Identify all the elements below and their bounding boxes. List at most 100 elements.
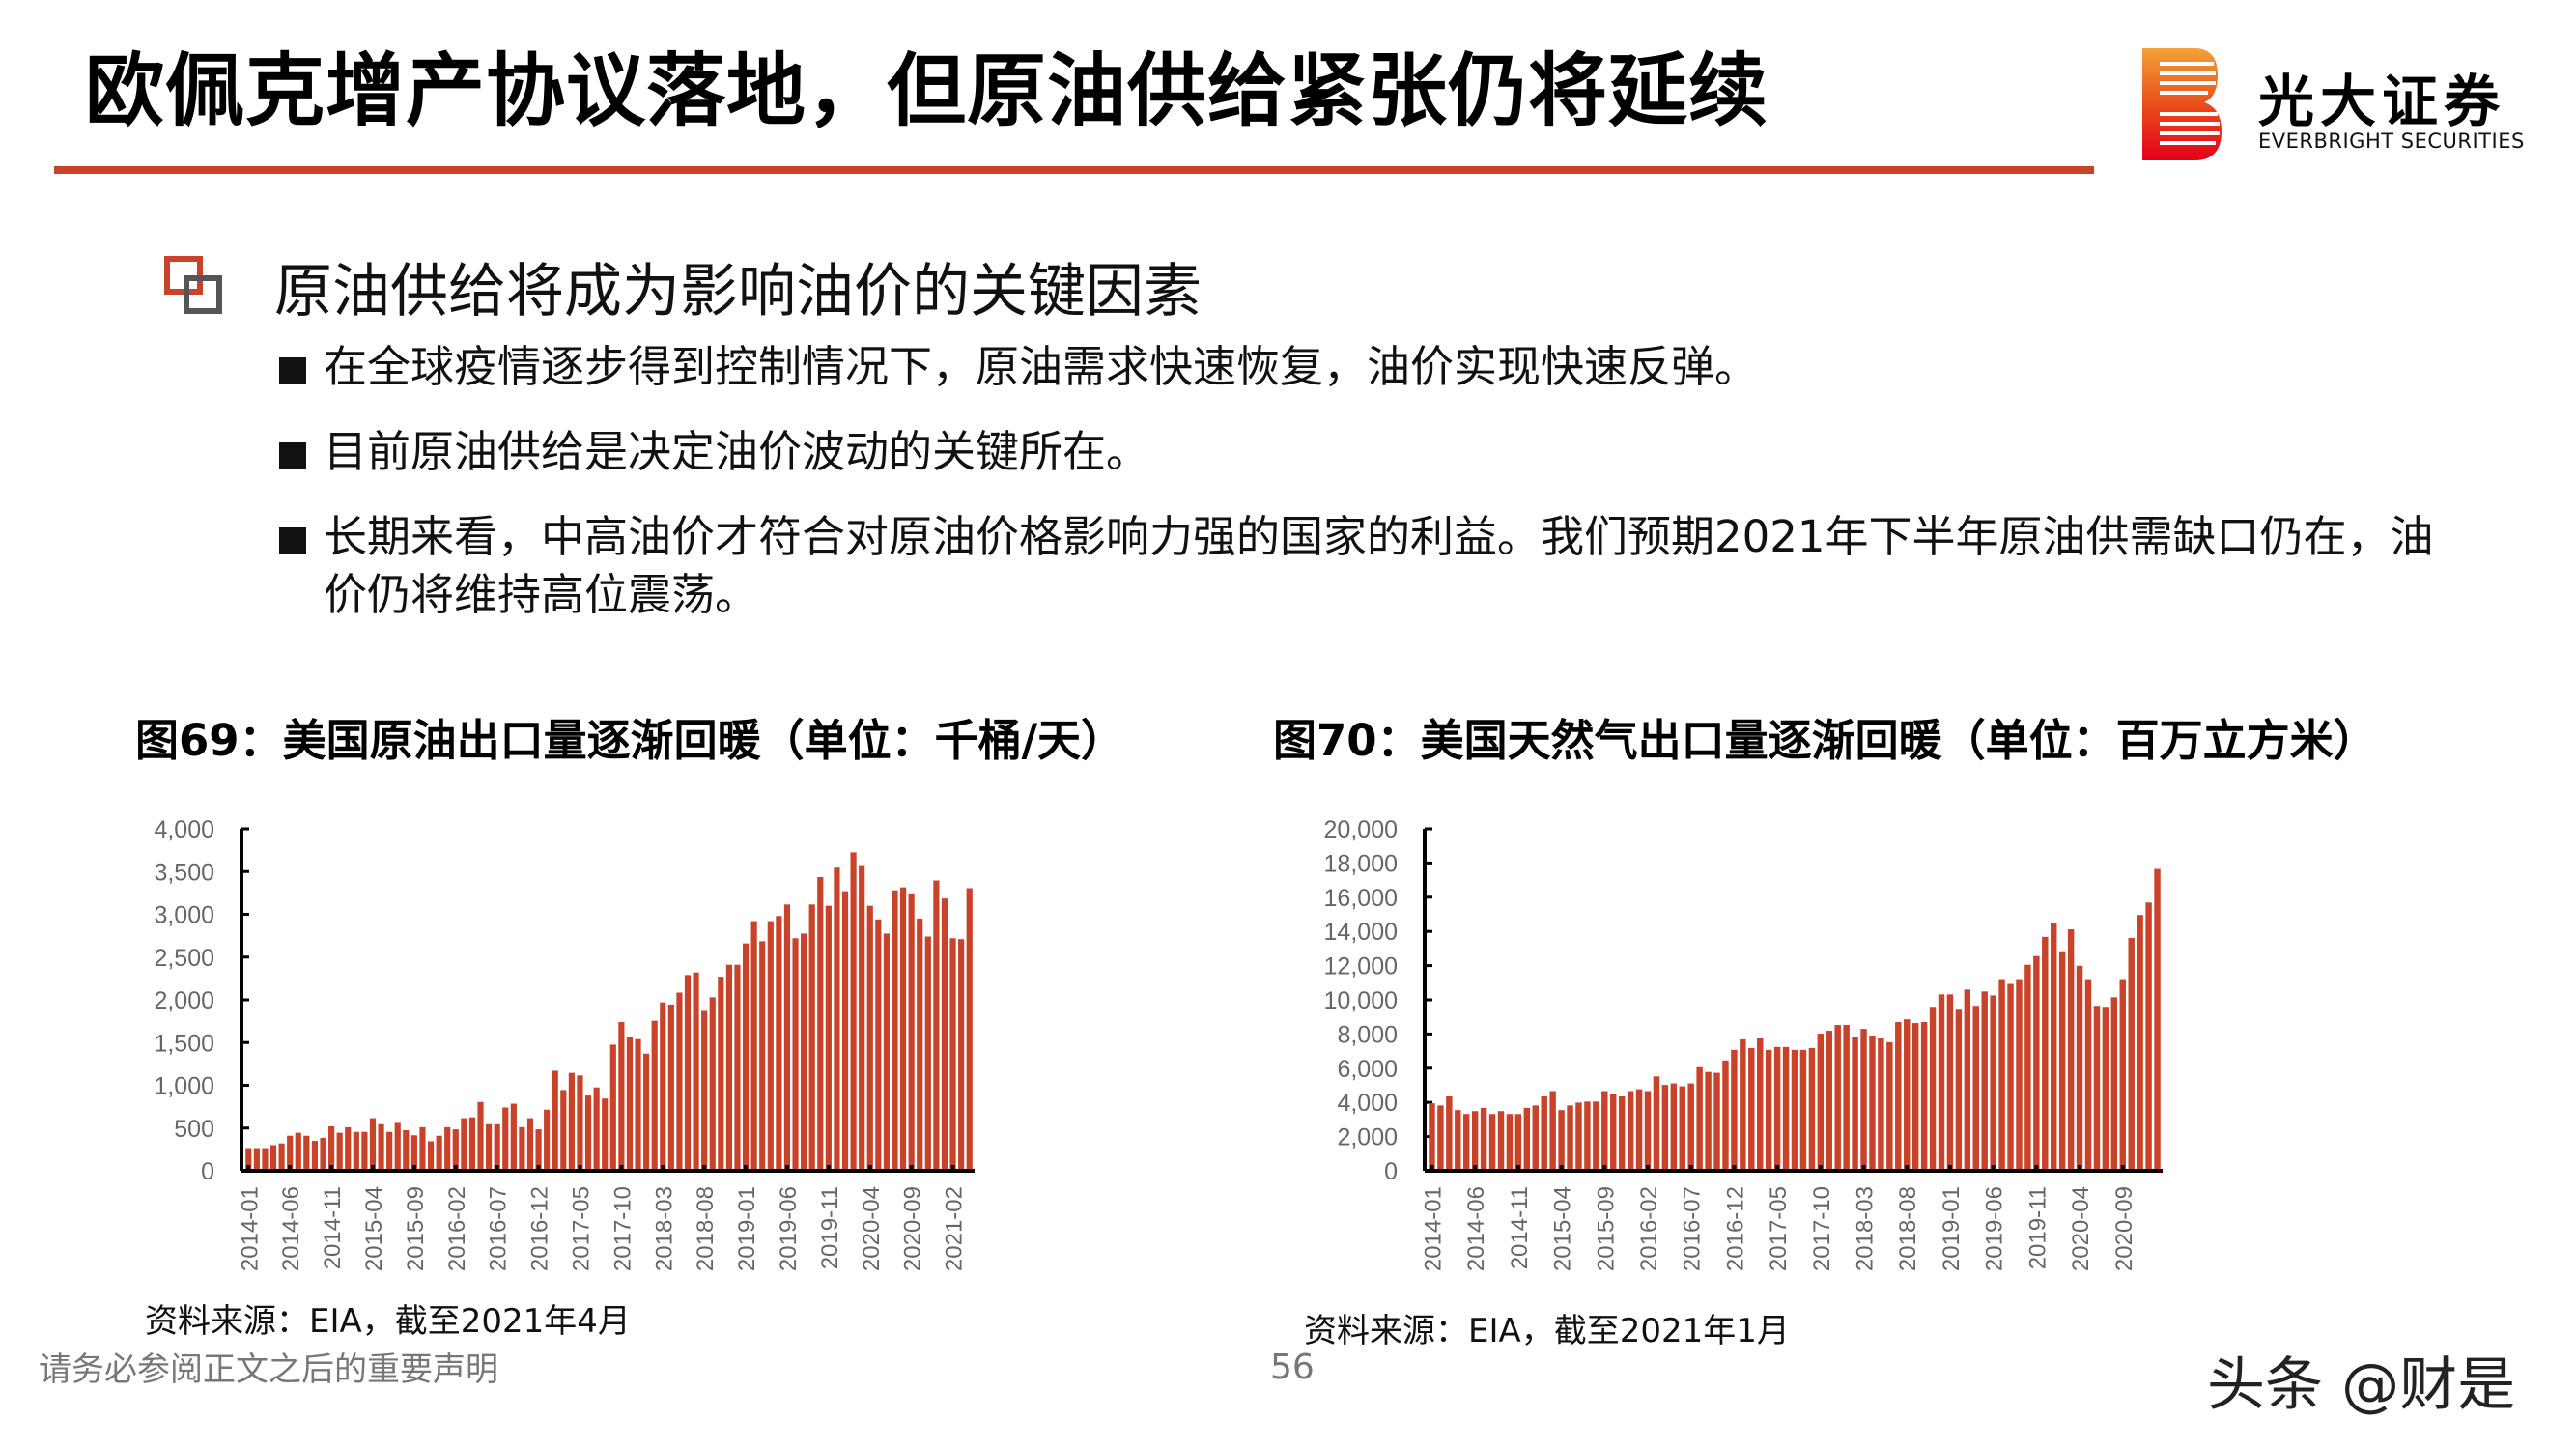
bar: [245, 1148, 252, 1171]
bar: [436, 1135, 442, 1171]
bar: [403, 1129, 410, 1171]
x-tick-label: 2019-06: [1982, 1186, 2008, 1271]
bar: [792, 938, 799, 1171]
bar: [1878, 1038, 1884, 1171]
bar: [1911, 1023, 1919, 1171]
bar: [841, 891, 849, 1171]
bar: [1687, 1083, 1694, 1171]
bar: [1635, 1089, 1643, 1171]
bar: [1765, 1049, 1772, 1171]
y-tick-label: 3,000: [154, 902, 214, 929]
y-tick-label: 0: [1384, 1158, 1398, 1185]
y-tick-label: 500: [174, 1116, 214, 1143]
bar: [908, 893, 915, 1171]
bar: [2076, 965, 2083, 1171]
x-tick-label: 2019-01: [1939, 1186, 1965, 1271]
bar: [933, 880, 940, 1171]
x-tick-label: 2017-05: [1766, 1186, 1792, 1271]
figure-69-source: 资料来源：EIA，截至2021年4月: [145, 1302, 631, 1341]
figure-69-title: 图69：美国原油出口量逐渐回暖（单位：千桶/天）: [135, 715, 1125, 766]
bar: [2058, 951, 2066, 1171]
bar: [560, 1090, 567, 1171]
bar: [941, 898, 948, 1171]
bar: [2145, 902, 2152, 1171]
y-tick-label: 2,000: [154, 987, 214, 1014]
bar: [1584, 1101, 1591, 1171]
bar: [1782, 1046, 1790, 1171]
x-tick-label: 2016-07: [486, 1186, 512, 1271]
bar: [734, 964, 741, 1171]
bar: [1497, 1111, 1505, 1171]
company-logo: 光大证券 EVERBRIGHT SECURITIES: [2142, 48, 2548, 164]
bar: [651, 1020, 658, 1171]
x-tick-label: 2018-03: [651, 1186, 677, 1271]
bar: [834, 867, 840, 1171]
bar: [1869, 1035, 1876, 1171]
bar: [693, 972, 699, 1171]
bar: [825, 905, 832, 1171]
x-tick-label: 2021-02: [942, 1186, 968, 1271]
x-tick-label: 2016-02: [444, 1186, 470, 1271]
bar: [1713, 1072, 1720, 1171]
x-tick-label: 2014-11: [1507, 1186, 1533, 1269]
bar: [526, 1118, 534, 1171]
bar: [535, 1129, 542, 1171]
bar: [1826, 1031, 1832, 1171]
y-tick-label: 12,000: [1324, 953, 1398, 980]
bar: [427, 1141, 435, 1171]
bar: [1463, 1114, 1470, 1171]
y-tick-label: 0: [201, 1158, 214, 1185]
bar: [1601, 1091, 1608, 1171]
bar: [1661, 1085, 1669, 1171]
bar: [1757, 1038, 1764, 1171]
bullet-item: 长期来看，中高油价才符合对原油价格影响力强的国家的利益。我们预期2021年下半年…: [275, 508, 2449, 624]
x-tick-label: 2015-04: [1550, 1186, 1576, 1271]
bar: [461, 1118, 467, 1171]
bar: [1791, 1049, 1798, 1171]
bar: [883, 933, 891, 1171]
bar: [311, 1141, 319, 1171]
bar: [2110, 997, 2118, 1171]
bar: [742, 943, 750, 1171]
y-tick-label: 10,000: [1324, 987, 1398, 1014]
bar: [1705, 1071, 1712, 1171]
x-tick-label: 2016-07: [1680, 1186, 1706, 1271]
x-tick-label: 2017-10: [1809, 1186, 1835, 1271]
bar: [568, 1072, 575, 1171]
bar: [1523, 1107, 1531, 1171]
overlapping-squares-icon: [164, 256, 224, 316]
x-tick-label: 2018-03: [1853, 1186, 1879, 1271]
x-tick-label: 2017-05: [568, 1186, 594, 1271]
bar: [2093, 1006, 2101, 1171]
disclaimer-text: 请务必参阅正文之后的重要声明: [39, 1350, 498, 1389]
figure-70-source: 资料来源：EIA，截至2021年1月: [1304, 1312, 1790, 1350]
bar: [1653, 1076, 1660, 1171]
bar: [1860, 1029, 1867, 1171]
bar: [502, 1107, 509, 1171]
bar: [1506, 1114, 1514, 1171]
bar: [477, 1101, 484, 1171]
bar: [2042, 936, 2049, 1171]
bar: [859, 865, 865, 1171]
y-tick-label: 14,000: [1324, 919, 1398, 946]
bar: [1532, 1105, 1539, 1171]
bar: [609, 1044, 616, 1171]
bar: [1679, 1086, 1685, 1171]
bar: [2084, 979, 2092, 1171]
bar: [410, 1135, 417, 1171]
bar: [369, 1118, 377, 1171]
bar: [643, 1053, 650, 1171]
bar: [1886, 1041, 1893, 1171]
x-tick-label: 2019-06: [776, 1186, 802, 1271]
bar: [2051, 923, 2057, 1171]
bar: [327, 1125, 335, 1171]
bar: [1670, 1083, 1678, 1171]
bar: [1895, 1022, 1902, 1171]
bar: [1904, 1019, 1911, 1171]
bar: [584, 1095, 592, 1171]
bar: [510, 1103, 517, 1171]
figure-70-title: 图70：美国天然气出口量逐渐回暖（单位：百万立方米）: [1273, 715, 2377, 766]
bar: [336, 1132, 343, 1171]
bar: [1955, 1009, 1963, 1171]
x-tick-label: 2016-12: [1722, 1186, 1748, 1271]
